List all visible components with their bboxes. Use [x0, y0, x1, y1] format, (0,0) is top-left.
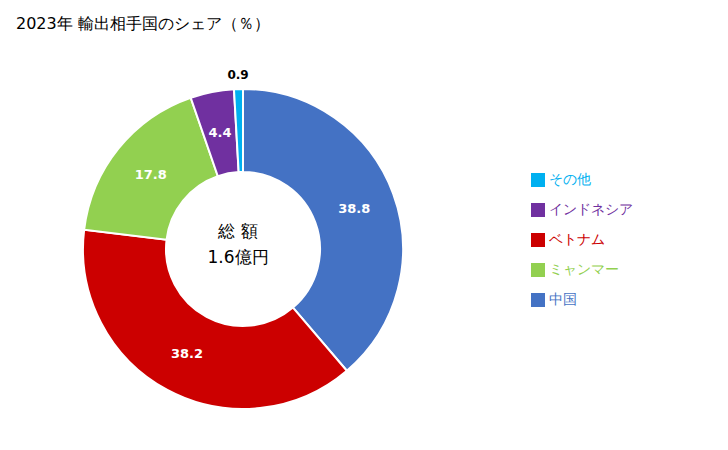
html-text:ベトナム: ベトナム [549, 231, 605, 247]
svg-text:38.8: 38.8 [338, 201, 370, 216]
svg-text:38.2: 38.2 [171, 346, 203, 361]
html-text:ミャンマー: ミャンマー [549, 261, 619, 277]
html-text:総 額: 総 額 [218, 221, 258, 241]
svg-text:17.8: 17.8 [135, 167, 167, 182]
html-text:2023年 輸出相手国のシェア（％）: 2023年 輸出相手国のシェア（％） [16, 14, 270, 33]
html-text:中国: 中国 [549, 291, 577, 307]
html-text:1.6億円: 1.6億円 [207, 247, 269, 267]
html-text:その他: その他 [549, 171, 591, 187]
html-text:インドネシア: インドネシア [549, 201, 633, 217]
svg-text:4.4: 4.4 [209, 125, 232, 140]
svg-text:0.9: 0.9 [227, 68, 248, 82]
